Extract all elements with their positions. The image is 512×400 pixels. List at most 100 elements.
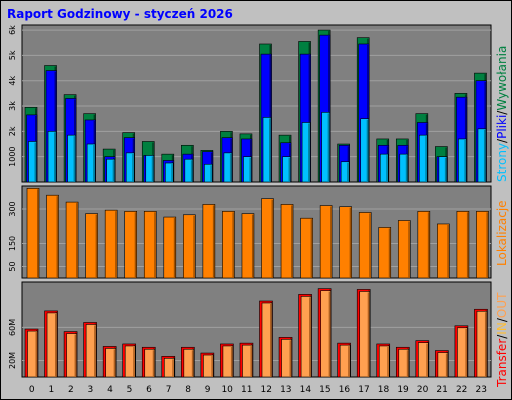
bar-sites-18	[378, 227, 392, 279]
legend-item: Transfer	[495, 339, 509, 388]
legend-item: Wywołania	[495, 46, 509, 111]
legend-bottom: Transfer/IN/OUT	[495, 292, 509, 388]
bar-inout-5	[124, 345, 136, 378]
y-tick-label: 3k	[8, 101, 17, 111]
bar-pages-14	[301, 122, 311, 183]
bar-sites-22	[456, 211, 470, 279]
x-tick-label: 7	[166, 385, 172, 395]
x-tick-label: 13	[280, 385, 291, 395]
legend-top: Strony/Pliki/Wywołania	[495, 46, 509, 182]
legend-item: Strony	[495, 143, 509, 182]
bar-pages-5	[125, 152, 135, 183]
bar-sites-9	[202, 204, 216, 279]
bar-inout-2	[66, 333, 77, 378]
bar-pages-4	[106, 158, 115, 183]
bar-inout-21	[437, 352, 449, 378]
bar-pages-8	[184, 158, 194, 183]
bar-pages-21	[438, 156, 448, 183]
x-tick-label: 17	[358, 385, 369, 395]
bar-inout-1	[46, 312, 58, 378]
bar-inout-11	[242, 344, 253, 378]
bar-pages-15	[321, 112, 330, 183]
bar-sites-13	[280, 204, 294, 279]
bar-pages-1	[47, 131, 57, 183]
bar-pages-20	[419, 134, 428, 183]
legend-item: /	[495, 317, 509, 322]
bar-sites-17	[358, 212, 372, 279]
bar-pages-16	[340, 161, 350, 183]
legend-item: /	[495, 138, 509, 143]
x-tick-label: 14	[300, 385, 312, 395]
x-tick-label: 1	[48, 385, 54, 395]
x-tick-label: 18	[378, 385, 390, 395]
bar-pages-3	[86, 143, 96, 183]
x-tick-label: 5	[127, 385, 133, 395]
x-axis-labels: 0 1 2 3 4 5 6 7 8 9 10 11 12 13 14 15 16 17 18 19 20 21 22 23	[29, 385, 487, 395]
y-tick-label: 20M	[8, 352, 17, 369]
bar-inout-3	[85, 324, 97, 378]
bar-pages-17	[360, 118, 370, 183]
bar-inout-20	[418, 342, 429, 378]
chart-title: Raport Godzinowy - styczeń 2026	[7, 7, 233, 21]
x-tick-label: 0	[29, 385, 35, 395]
bar-sites-3	[85, 213, 98, 279]
bar-pages-10	[223, 152, 233, 183]
bar-inout-17	[359, 291, 371, 378]
bar-inout-16	[339, 344, 351, 378]
bar-sites-16	[339, 206, 352, 279]
y-tick-label: 5k	[8, 50, 17, 60]
bottom-grid: 20M 60M	[8, 319, 491, 369]
bar-inout-0	[27, 330, 38, 378]
bar-pages-22	[458, 138, 467, 183]
top-bars	[24, 29, 487, 183]
bar-inout-4	[105, 348, 116, 378]
bar-sites-23	[476, 211, 489, 279]
x-tick-label: 6	[146, 385, 152, 395]
bar-pages-18	[379, 153, 389, 183]
bar-inout-9	[203, 354, 214, 378]
x-tick-label: 20	[417, 385, 429, 395]
bar-pages-2	[67, 134, 76, 183]
bar-inout-7	[163, 358, 175, 378]
bar-inout-15	[320, 290, 331, 378]
bar-sites-6	[143, 211, 157, 279]
x-tick-label: 10	[221, 385, 233, 395]
legend-item: OUT	[495, 292, 509, 318]
x-tick-label: 9	[205, 385, 211, 395]
bar-sites-20	[417, 211, 431, 279]
legend-middle: Lokalizacje	[495, 200, 509, 266]
bar-inout-19	[398, 348, 410, 378]
x-tick-label: 23	[476, 385, 487, 395]
y-tick-label: 2k	[8, 126, 17, 136]
bar-inout-12	[261, 302, 273, 378]
legend-item: IN	[495, 322, 509, 335]
bar-sites-1	[46, 194, 59, 279]
bar-sites-12	[261, 198, 274, 279]
bar-inout-6	[144, 348, 156, 378]
x-tick-label: 19	[397, 385, 409, 395]
bar-pages-9	[204, 163, 213, 183]
bar-inout-22	[457, 327, 468, 378]
panel-top-plot	[21, 24, 492, 183]
x-tick-label: 12	[261, 385, 272, 395]
x-tick-label: 11	[241, 385, 252, 395]
bar-pages-7	[164, 162, 174, 183]
y-tick-label: 60M	[8, 319, 17, 336]
x-tick-label: 8	[185, 385, 191, 395]
bottom-bars	[24, 288, 488, 378]
bar-pages-23	[477, 128, 487, 183]
x-tick-label: 4	[107, 385, 113, 395]
y-tick-label: 6k	[8, 25, 17, 35]
bar-sites-2	[65, 201, 79, 279]
middle-grid: 50 150 300	[8, 201, 491, 272]
bar-pages-11	[243, 156, 252, 183]
bar-sites-5	[124, 211, 138, 279]
x-tick-label: 2	[68, 385, 74, 395]
top-grid: 1000 2k 3k 4k 5k 6k	[8, 25, 491, 167]
bar-sites-4	[104, 209, 118, 279]
y-tick-label: 1000	[8, 146, 17, 166]
y-tick-label: 50	[8, 261, 17, 271]
y-tick-label: 150	[8, 236, 17, 251]
